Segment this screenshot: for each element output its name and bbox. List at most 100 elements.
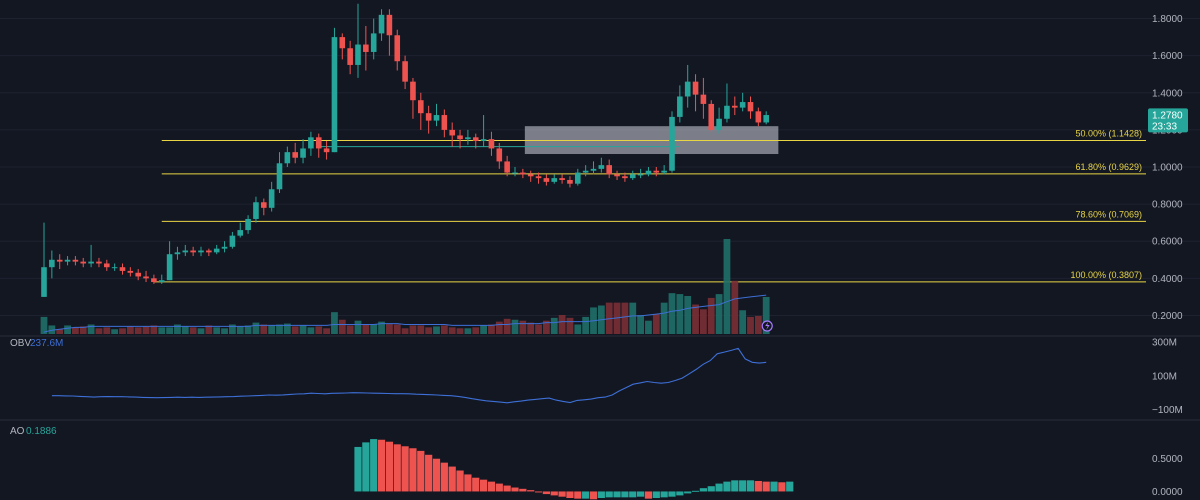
volume-bar [731, 280, 739, 334]
candle [88, 244, 94, 268]
obv-line [51, 347, 767, 404]
candle [56, 254, 63, 270]
volume-bar [456, 328, 464, 334]
candle-body [245, 218, 251, 231]
candle-body [158, 280, 165, 283]
fib-level-label: 61.80% (0.9629) [1075, 162, 1142, 172]
volume-bar [409, 325, 417, 334]
ao-bar [582, 491, 590, 499]
obv-title: OBV [10, 338, 31, 349]
candle [339, 33, 346, 60]
volume-bar [260, 324, 268, 334]
volume-bar [197, 328, 205, 334]
ao-bar [770, 481, 778, 492]
volume-bar [307, 327, 315, 334]
volume-bar [386, 323, 393, 334]
volume-bar [566, 317, 574, 334]
candle-body [559, 178, 565, 180]
candle-body [323, 148, 330, 153]
candle [261, 198, 267, 216]
volume-bar [205, 325, 213, 334]
volume-bar [174, 324, 181, 334]
ao-bar [644, 491, 653, 499]
candle [182, 244, 189, 257]
volume-bar [323, 328, 330, 334]
candle-body [402, 61, 408, 82]
volume-bar [315, 326, 323, 334]
volume-bar [448, 327, 456, 334]
candle-body [575, 172, 581, 184]
volume-bar [519, 320, 527, 334]
volume-bars [40, 239, 770, 334]
volume-bar [715, 294, 723, 334]
last-price-tag-box [1148, 108, 1188, 133]
candle [457, 129, 463, 149]
ao-bar [589, 491, 598, 500]
candle [245, 215, 251, 234]
candle-body [496, 148, 503, 162]
candle [559, 174, 565, 184]
volume-bar [535, 324, 542, 334]
volume-bar [629, 302, 637, 334]
candle [669, 111, 675, 173]
ao-bar [370, 439, 378, 492]
candle [637, 168, 644, 179]
candle-body [637, 174, 644, 176]
volume-bar [676, 294, 684, 334]
candle [135, 269, 141, 281]
ao-bar [527, 490, 535, 492]
candle-body [221, 246, 228, 249]
volume-bar [103, 327, 111, 334]
candle-body [410, 81, 416, 101]
candle-countdown: 23:33 [1152, 121, 1177, 132]
candle [465, 129, 471, 145]
candle-body [614, 174, 620, 177]
ao-bar [637, 491, 645, 497]
volume-bar [276, 324, 283, 334]
candle [724, 83, 730, 123]
volume-bar [582, 316, 590, 334]
ao-bar [723, 481, 731, 492]
candle-body [135, 272, 141, 277]
candle [433, 103, 440, 127]
candle-body [206, 250, 212, 253]
volume-bar [111, 329, 119, 334]
candle [488, 131, 495, 156]
candle [692, 74, 699, 112]
candle [661, 165, 667, 175]
candle [268, 181, 275, 212]
candle [590, 161, 597, 175]
price-tick-label: 0.8000 [1152, 200, 1183, 211]
ao-bar [511, 487, 519, 492]
candle [575, 168, 581, 186]
candle [355, 3, 361, 78]
volume-bar [433, 326, 440, 334]
ao-bar [480, 479, 488, 492]
candle [512, 167, 518, 177]
candle [582, 165, 589, 177]
candle-body [182, 250, 189, 253]
ao-bar [676, 491, 684, 496]
candle-body [606, 165, 612, 175]
price-axis[interactable]: 1.80001.60001.40001.20001.00000.80000.60… [1152, 14, 1183, 322]
candle [629, 170, 636, 180]
volume-bar [378, 321, 385, 334]
candle-body [386, 14, 393, 36]
candle-body [127, 270, 134, 273]
volume-bar [558, 315, 566, 334]
ao-bar [746, 480, 755, 492]
volume-bar [660, 302, 668, 334]
ao-bar [448, 466, 456, 492]
candle [527, 170, 534, 182]
ao-bar [432, 458, 441, 492]
candle [449, 122, 455, 147]
ao-bar [425, 454, 433, 492]
candle-body [732, 105, 738, 108]
candle-body [104, 263, 110, 268]
ao-bar [550, 491, 558, 496]
price-tick-label: 1.0000 [1152, 163, 1183, 174]
ao-bar [605, 491, 613, 498]
candle [151, 274, 157, 284]
candle-body [724, 105, 730, 119]
